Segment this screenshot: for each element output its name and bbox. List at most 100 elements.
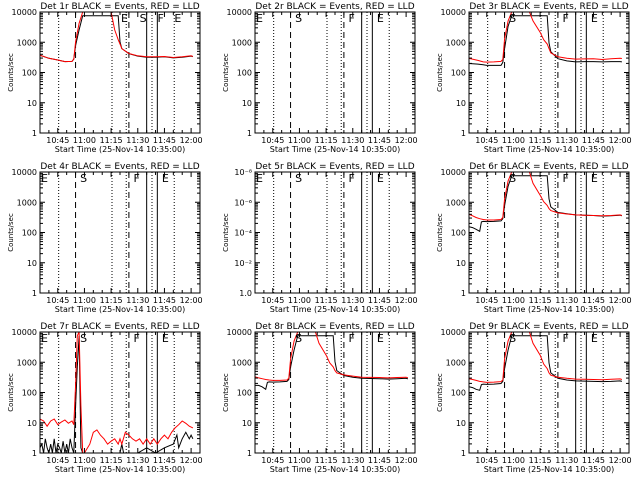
x-tick-label: 11:00 [502,296,525,305]
y-tick-label: 1.0 [239,289,252,298]
y-tick-label: 1 [461,449,466,458]
marker-label: E [41,332,48,345]
plot-frame [468,11,630,134]
marker-label: E [121,12,128,25]
x-tick-label: 11:00 [73,296,96,305]
series-events-line [40,335,194,453]
y-tick-label: 10 [456,419,466,428]
panel-title: Det 9r BLACK = Events, RED = LLD [469,322,628,332]
x-tick-label: 11:15 [315,136,338,145]
x-axis-label: Start Time (25-Nov-14 10:35:00) [270,145,400,154]
x-tick-label: 11:30 [341,296,364,305]
x-tick-label: 11:00 [502,456,525,465]
y-tick-label: 1 [461,289,466,298]
panel-title: Det 1r BLACK = Events, RED = LLD [40,2,199,12]
x-axis-label: Start Time (25-Nov-14 10:35:00) [55,145,185,154]
x-tick-label: 11:15 [529,136,552,145]
series-events-line [469,335,623,391]
x-tick-label: 10:45 [475,136,498,145]
series-lld-line [40,12,194,63]
x-axis-label: Start Time (25-Nov-14 10:35:00) [55,305,185,314]
y-tick-label: 1000 [232,358,252,367]
y-tick-label: 10000 [12,328,37,337]
x-tick-label: 11:15 [100,296,123,305]
plot-frame [254,11,416,134]
x-tick-label: 12:00 [180,136,203,145]
x-tick-label: 11:45 [368,136,391,145]
y-tick-label: 10000 [227,8,252,17]
y-tick-label: 10 [242,99,252,108]
y-tick-label: 100 [237,69,252,78]
x-tick-label: 11:15 [315,456,338,465]
x-tick-label: 11:45 [153,456,176,465]
x-tick-label: 11:15 [529,296,552,305]
x-tick-label: 11:30 [555,456,578,465]
marker-label: E [377,12,384,25]
marker-label: F [157,12,163,25]
x-tick-label: 12:00 [395,136,418,145]
y-tick-label: 10⁻⁸ [234,168,252,177]
y-tick-label: 10 [456,259,466,268]
y-tick-label: 10000 [12,8,37,17]
marker-label: S [509,172,516,185]
x-tick-label: 12:00 [180,456,203,465]
x-axis-label: Start Time (25-Nov-14 10:35:00) [270,305,400,314]
marker-label: E [377,172,384,185]
marker-label: E [377,332,384,345]
x-tick-label: 12:00 [395,296,418,305]
y-tick-label: 1000 [446,198,466,207]
marker-label: F [133,172,139,185]
marker-label: S [80,332,87,345]
marker-label: E [162,332,169,345]
series-lld-line [469,12,622,63]
y-tick-label: 10000 [441,8,466,17]
marker-label: E [591,172,598,185]
panel-title: Det 4r BLACK = Events, RED = LLD [40,162,199,172]
y-tick-label: 1000 [232,38,252,47]
y-tick-label: 10000 [441,328,466,337]
series-lld-line [255,332,409,381]
y-tick-label: 10000 [227,328,252,337]
plot-frame [468,171,630,294]
marker-label: E [162,172,169,185]
series-events-line [40,15,194,63]
panel-title: Det 8r BLACK = Events, RED = LLD [255,322,414,332]
y-tick-label: 10 [242,419,252,428]
marker-label: F [562,332,568,345]
series-lld-line [40,332,194,453]
panel-title: Det 7r BLACK = Events, RED = LLD [40,322,199,332]
x-tick-label: 11:00 [73,456,96,465]
x-tick-label: 11:45 [153,136,176,145]
x-tick-label: 12:00 [609,136,632,145]
y-tick-label: 10 [27,99,37,108]
x-axis-label: Start Time (25-Nov-14 10:35:00) [484,465,614,474]
y-tick-label: 1000 [17,38,37,47]
series-lld-line [469,332,623,383]
panel-title: Det 5r BLACK = Events, RED = LLD [255,162,414,172]
plot-frame [468,331,630,454]
x-tick-label: 11:15 [529,456,552,465]
x-tick-label: 10:45 [46,456,69,465]
x-tick-label: 11:15 [100,456,123,465]
plot-frame [39,331,201,454]
marker-label: F [133,332,139,345]
y-tick-label: 10⁻⁶ [234,198,252,207]
series-events-line [469,15,622,66]
y-tick-label: 100 [237,389,252,398]
plot-frame [254,171,416,294]
marker-label: S [295,172,302,185]
x-tick-label: 10:45 [261,136,284,145]
y-axis-label: Counts/sec [436,213,444,252]
x-tick-label: 11:30 [126,296,149,305]
